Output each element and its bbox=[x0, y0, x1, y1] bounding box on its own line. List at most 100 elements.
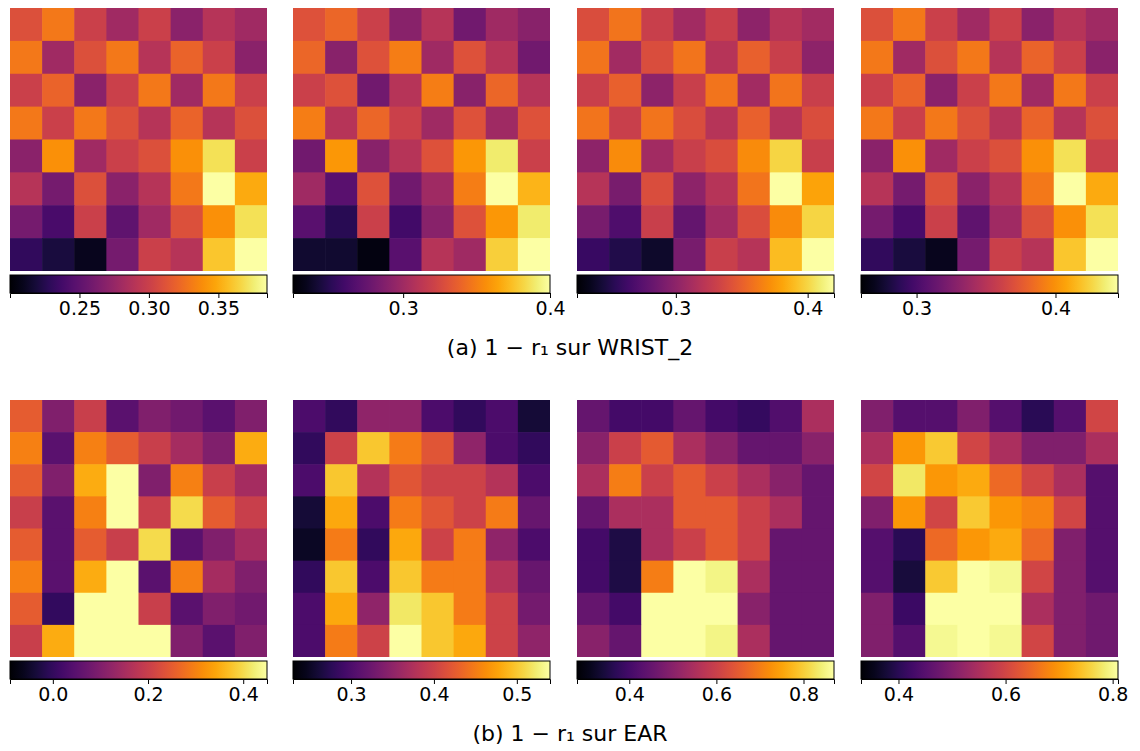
heatmap-cell bbox=[139, 496, 172, 529]
heatmap-cell bbox=[42, 464, 75, 497]
heatmap-cell bbox=[673, 8, 706, 41]
heatmap-panel: 0.40.60.8 bbox=[577, 400, 835, 705]
heatmap-cell bbox=[1086, 107, 1118, 140]
heatmap-cell bbox=[925, 400, 958, 433]
heatmap-cell bbox=[609, 238, 642, 271]
heatmap-cell bbox=[990, 238, 1023, 271]
heatmap-cell bbox=[641, 74, 674, 107]
heatmap-cell bbox=[706, 107, 739, 140]
heatmap-cell bbox=[454, 625, 487, 657]
heatmap-cell bbox=[802, 205, 834, 238]
heatmap-cell bbox=[203, 205, 236, 238]
heatmap-cell bbox=[673, 41, 706, 74]
heatmap-cell bbox=[10, 74, 43, 107]
heatmap-cell bbox=[389, 593, 422, 626]
tick-label: 0.3 bbox=[661, 297, 691, 319]
heatmap-cell bbox=[235, 238, 267, 271]
heatmap-cell bbox=[235, 593, 267, 626]
heatmap-panel: 0.30.4 bbox=[861, 8, 1119, 319]
heatmap-cell bbox=[518, 238, 550, 271]
heatmap-cell bbox=[706, 172, 739, 205]
heatmap-cell bbox=[990, 464, 1023, 497]
heatmap-cell bbox=[293, 464, 326, 497]
tick-label: 0.4 bbox=[229, 683, 259, 705]
colorbar-axis: 0.40.60.8 bbox=[578, 679, 835, 705]
heatmap-cell bbox=[577, 464, 610, 497]
heatmap-cell bbox=[673, 107, 706, 140]
heatmap-cell bbox=[577, 140, 610, 173]
heatmap-cell bbox=[861, 172, 894, 205]
heatmap-cell bbox=[10, 464, 43, 497]
heatmap-cell bbox=[106, 400, 139, 433]
heatmap-cell bbox=[139, 464, 172, 497]
heatmap-cell bbox=[1022, 74, 1055, 107]
tick-label: 0.4 bbox=[793, 297, 823, 319]
heatmap-cell bbox=[422, 172, 455, 205]
heatmap-cell bbox=[1054, 400, 1087, 433]
heatmap-cell bbox=[518, 496, 550, 529]
heatmap-cell bbox=[486, 529, 519, 562]
heatmap-cell bbox=[42, 140, 75, 173]
heatmap-cell bbox=[106, 496, 139, 529]
heatmap-cell bbox=[203, 625, 236, 657]
tick: 0.4 bbox=[535, 293, 565, 319]
heatmap-cell bbox=[673, 400, 706, 433]
heatmap-cell bbox=[641, 529, 674, 562]
heatmap-cell bbox=[990, 529, 1023, 562]
heatmap-cell bbox=[770, 464, 803, 497]
heatmap-cell bbox=[609, 593, 642, 626]
heatmap-cell bbox=[74, 496, 107, 529]
heatmap-cell bbox=[802, 432, 834, 465]
heatmap-cell bbox=[738, 205, 771, 238]
heatmap-cell bbox=[577, 593, 610, 626]
heatmap-cell bbox=[673, 593, 706, 626]
heatmap-cell bbox=[203, 400, 236, 433]
heatmap-cell bbox=[389, 625, 422, 657]
heatmap-cell bbox=[641, 432, 674, 465]
heatmap-cell bbox=[42, 8, 75, 41]
heatmap-cell bbox=[486, 41, 519, 74]
heatmap-cell bbox=[518, 593, 550, 626]
heatmap-cell bbox=[139, 432, 172, 465]
heatmap-cell bbox=[706, 496, 739, 529]
heatmap-cell bbox=[454, 400, 487, 433]
heatmap-cell bbox=[454, 496, 487, 529]
heatmap-cell bbox=[486, 205, 519, 238]
heatmap-row: 0.00.20.40.30.40.50.40.60.80.40.60.8(b) … bbox=[10, 400, 1128, 746]
heatmap-cell bbox=[293, 205, 326, 238]
heatmap-cell bbox=[422, 400, 455, 433]
heatmap-cell bbox=[1022, 238, 1055, 271]
heatmap-cell bbox=[293, 593, 326, 626]
heatmap-cell bbox=[42, 205, 75, 238]
heatmap-cell bbox=[861, 529, 894, 562]
heatmap-cell bbox=[609, 400, 642, 433]
heatmap-cell bbox=[203, 8, 236, 41]
heatmap-cell bbox=[106, 561, 139, 594]
heatmap-cell bbox=[357, 496, 390, 529]
tick-label: 0.4 bbox=[884, 683, 914, 705]
heatmap-cell bbox=[1054, 8, 1087, 41]
heatmap-cell bbox=[861, 238, 894, 271]
heatmap-cell bbox=[486, 74, 519, 107]
heatmap-cell bbox=[422, 432, 455, 465]
heatmap-cell bbox=[171, 529, 204, 562]
heatmap-cell bbox=[171, 464, 204, 497]
heatmap-cell bbox=[357, 432, 390, 465]
heatmap-cell bbox=[106, 625, 139, 657]
heatmap-cell bbox=[42, 172, 75, 205]
heatmap-cell bbox=[389, 529, 422, 562]
heatmap-cell bbox=[139, 41, 172, 74]
heatmap-cell bbox=[1086, 400, 1118, 433]
heatmap-cell bbox=[1022, 432, 1055, 465]
tick: 0.4 bbox=[229, 679, 259, 705]
heatmap-cell bbox=[802, 107, 834, 140]
heatmap-cell bbox=[10, 41, 43, 74]
heatmap-cell bbox=[706, 529, 739, 562]
heatmap-cell bbox=[802, 238, 834, 271]
heatmap-cell bbox=[235, 432, 267, 465]
heatmap-cell bbox=[357, 172, 390, 205]
heatmap-cell bbox=[235, 496, 267, 529]
heatmap-cell bbox=[74, 107, 107, 140]
heatmap-cell bbox=[802, 464, 834, 497]
heatmap-cell bbox=[235, 172, 267, 205]
